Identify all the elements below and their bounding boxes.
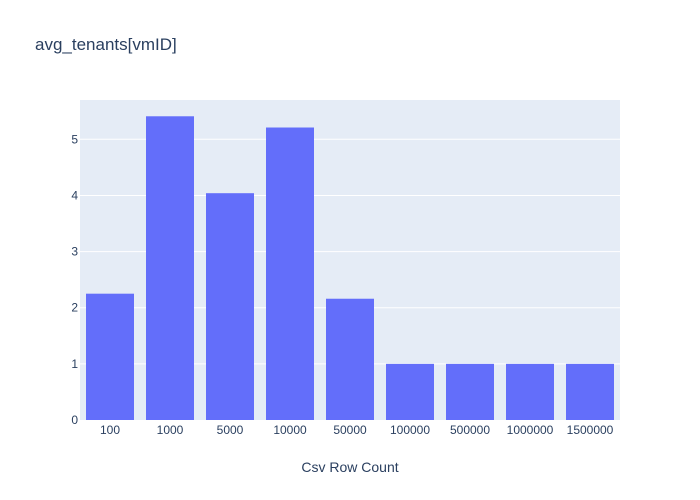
x-tick-label: 1500000: [567, 423, 614, 437]
x-tick-label: 500000: [450, 423, 490, 437]
x-tick-label: 100: [100, 423, 120, 437]
y-tick-label: 5: [71, 132, 78, 146]
bar-5000[interactable]: [206, 193, 254, 420]
bar-1000000[interactable]: [506, 363, 554, 420]
bar-100000[interactable]: [386, 363, 434, 420]
x-tick-label: 1000000: [507, 423, 554, 437]
y-tick-label: 1: [71, 357, 78, 371]
x-tick-label: 100000: [390, 423, 430, 437]
bars: [86, 116, 614, 420]
y-axis-ticks: 0 1 2 3 4 5: [71, 132, 78, 427]
bar-500000[interactable]: [446, 363, 494, 420]
bar-1000[interactable]: [146, 116, 194, 420]
x-tick-label: 5000: [217, 423, 244, 437]
y-tick-label: 4: [71, 188, 78, 202]
x-axis-ticks: 100 1000 5000 10000 50000 100000 500000 1000000…: [100, 423, 614, 437]
chart-title: avg_tenants[vmID]: [35, 35, 177, 54]
x-tick-label: 1000: [157, 423, 184, 437]
y-tick-label: 0: [71, 413, 78, 427]
x-tick-label: 10000: [273, 423, 307, 437]
bar-10000[interactable]: [266, 127, 314, 420]
bar-1500000[interactable]: [566, 363, 614, 420]
bar-100[interactable]: [86, 293, 134, 420]
bar-50000[interactable]: [326, 298, 374, 420]
y-tick-label: 2: [71, 301, 78, 315]
x-tick-label: 50000: [333, 423, 367, 437]
x-axis-title: Csv Row Count: [301, 459, 398, 475]
y-tick-label: 3: [71, 245, 78, 259]
